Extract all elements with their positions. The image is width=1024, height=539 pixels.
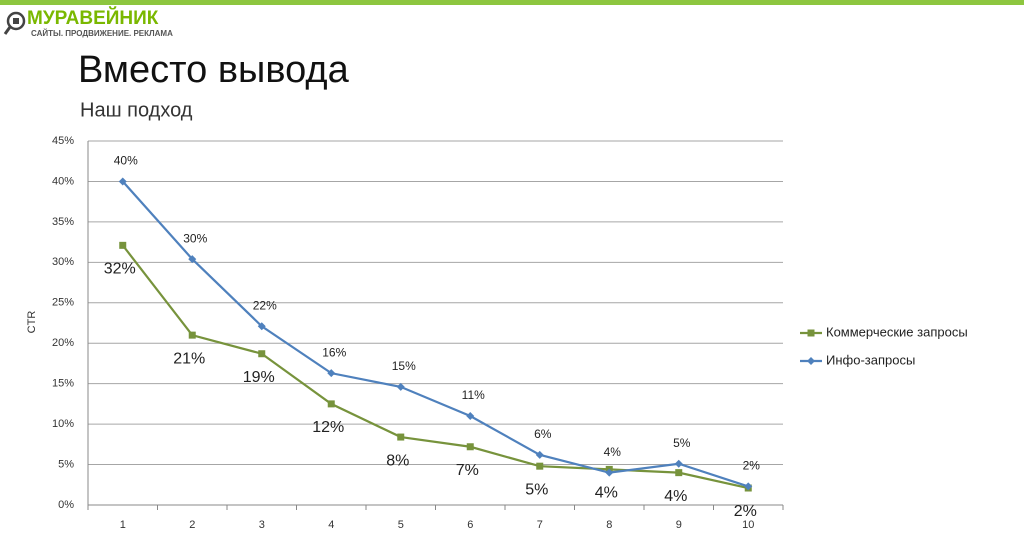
slide-subtitle: Наш подход [80,99,193,121]
x-tick-label: 9 [676,519,682,531]
x-tick-label: 8 [606,519,612,531]
point-marker [535,450,544,459]
value-label: 2% [743,459,761,473]
y-tick-label: 40% [52,175,74,187]
point-marker [327,400,335,408]
value-label: 7% [456,462,479,479]
point-marker [674,459,683,468]
legend-label: Инфо-запросы [826,352,915,367]
value-label: 2% [734,503,757,520]
value-label: 19% [243,369,275,386]
value-label: 4% [595,485,618,502]
x-tick-label: 6 [467,519,473,531]
value-label: 5% [673,436,691,450]
y-tick-label: 45% [52,135,74,147]
point-marker [188,255,197,264]
point-marker [466,412,475,421]
point-marker [397,433,405,441]
logo-icon [3,11,26,35]
legend-marker [807,329,815,337]
value-label: 40% [114,154,138,168]
legend-label: Коммерческие запросы [826,324,968,339]
value-label: 6% [534,427,552,441]
value-label: 21% [173,350,205,367]
point-marker [119,241,127,249]
value-label: 30% [183,231,207,245]
x-tick-label: 1 [120,519,126,531]
point-marker [327,369,336,378]
value-label: 16% [322,345,346,359]
y-tick-label: 0% [58,499,74,511]
x-tick-label: 5 [398,519,404,531]
y-tick-label: 30% [52,256,74,268]
value-label: 4% [604,445,622,459]
series-line [121,244,749,490]
point-marker [605,468,614,477]
point-marker [744,482,753,491]
series-line [121,180,749,488]
slide-title: Вместо вывода [78,49,350,91]
value-label: 32% [104,261,136,278]
y-tick-label: 20% [52,337,74,349]
x-tick-label: 3 [259,519,265,531]
value-label: 4% [664,488,687,505]
y-tick-label: 15% [52,378,74,390]
point-marker [466,443,474,451]
y-tick-label: 25% [52,297,74,309]
value-label: 12% [312,419,344,436]
point-marker [536,462,544,470]
legend-marker [807,357,815,365]
value-label: 8% [386,452,409,469]
logo-name: МУРАВЕЙНИК [27,7,159,29]
x-tick-label: 7 [537,519,543,531]
logo-tagline: САЙТЫ. ПРОДВИЖЕНИЕ. РЕКЛАМА [31,29,173,38]
x-tick-label: 4 [328,519,334,531]
value-label: 11% [462,388,485,402]
point-marker [258,350,266,358]
value-label: 22% [253,298,277,312]
point-marker [675,469,683,477]
x-tick-label: 10 [742,519,754,531]
point-marker [257,322,266,331]
value-label: 15% [392,359,416,373]
value-label: 5% [525,481,548,498]
y-axis-label: CTR [26,311,38,334]
point-marker [396,382,405,391]
point-marker [188,331,196,339]
y-tick-label: 5% [58,458,74,470]
point-marker [118,177,127,186]
x-tick-label: 2 [189,519,195,531]
top-bar [0,0,1024,5]
y-tick-label: 10% [52,418,74,430]
y-tick-label: 35% [52,216,74,228]
